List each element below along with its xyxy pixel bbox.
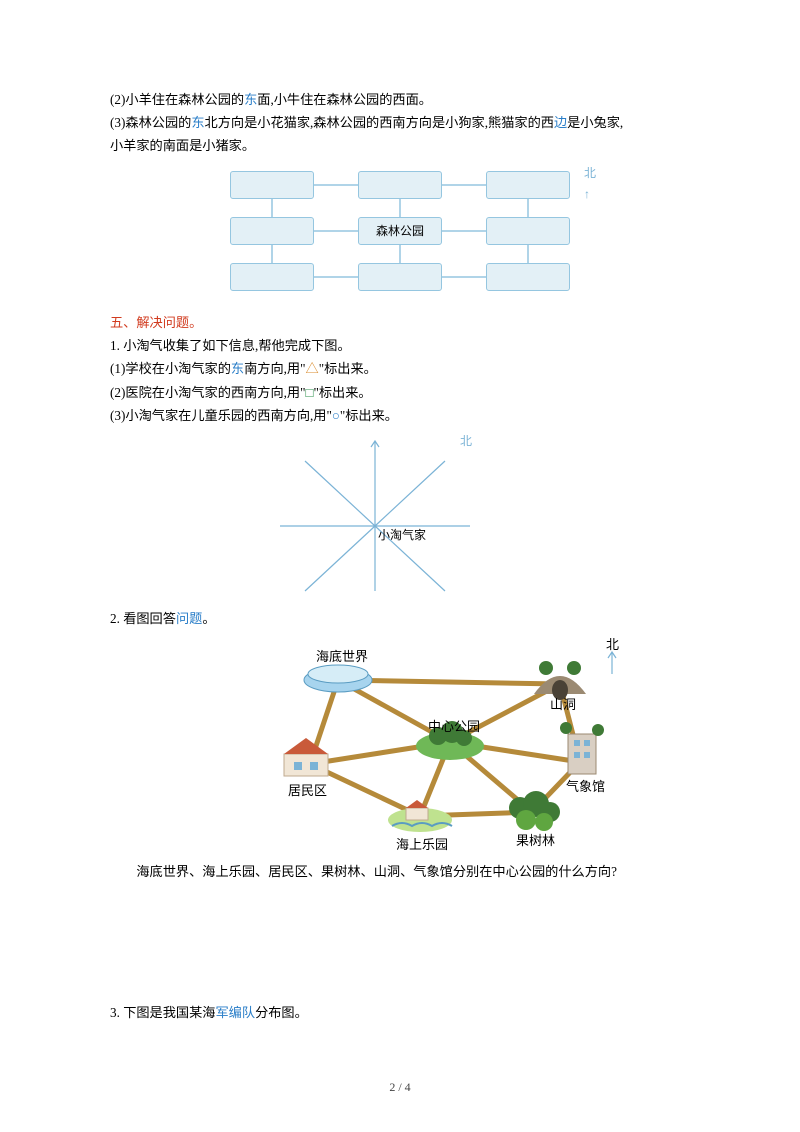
forest-grid-diagram: 森林公园 北↑: [200, 163, 600, 303]
page-footer: 2 / 4: [0, 1077, 800, 1098]
q1-1: (1)学校在小淘气家的东南方向,用"△"标出来。: [110, 357, 690, 380]
loc-ne: 山洞: [550, 694, 576, 717]
q1-intro: 1. 小淘气收集了如下信息,帮他完成下图。: [110, 334, 690, 357]
grid-box: [230, 263, 314, 291]
loc-s: 海上乐园: [396, 834, 448, 857]
q2-intro: 2. 看图回答问题。: [110, 607, 690, 630]
loc-c: 中心公园: [428, 716, 480, 739]
grid-box: [486, 217, 570, 245]
triangle-icon: △: [306, 361, 319, 376]
north-indicator: 北↑: [584, 163, 596, 205]
north-label: 北: [606, 634, 619, 657]
loc-w: 居民区: [288, 780, 327, 803]
compass-star-diagram: 北 小淘气家: [260, 431, 490, 601]
loc-se: 果树林: [516, 830, 555, 853]
grid-box: [486, 263, 570, 291]
q3-intro: 3. 下图是我国某海军编队分布图。: [110, 1001, 690, 1024]
q2-question: 海底世界、海上乐园、居民区、果树林、山洞、气象馆分别在中心公园的什么方向?: [110, 860, 690, 883]
line-3: (3)森林公园的东北方向是小花猫家,森林公园的西南方向是小狗家,熊猫家的西边是小…: [110, 111, 690, 134]
section-5-title: 五、解决问题。: [110, 311, 690, 334]
grid-box: [358, 171, 442, 199]
line-3b: 小羊家的南面是小猪家。: [110, 134, 690, 157]
q1-2: (2)医院在小淘气家的西南方向,用"□"标出来。: [110, 381, 690, 404]
park-map-diagram: 海底世界 山洞 中心公园 居民区 气象馆 海上乐园 果树林 北: [250, 634, 640, 854]
center-label: 小淘气家: [378, 527, 426, 542]
grid-box: [230, 217, 314, 245]
grid-box: [486, 171, 570, 199]
grid-box: [358, 263, 442, 291]
grid-box-center: 森林公园: [358, 217, 442, 245]
loc-nw: 海底世界: [316, 646, 368, 669]
q1-3: (3)小淘气家在儿童乐园的西南方向,用"○"标出来。: [110, 404, 690, 427]
grid-box: [230, 171, 314, 199]
circle-icon: ○: [332, 408, 340, 423]
loc-e: 气象馆: [566, 776, 605, 799]
page: (2)小羊住在森林公园的东面,小牛住在森林公园的西面。 (3)森林公园的东北方向…: [0, 0, 800, 1132]
line-2: (2)小羊住在森林公园的东面,小牛住在森林公园的西面。: [110, 88, 690, 111]
north-label: 北: [460, 434, 472, 448]
